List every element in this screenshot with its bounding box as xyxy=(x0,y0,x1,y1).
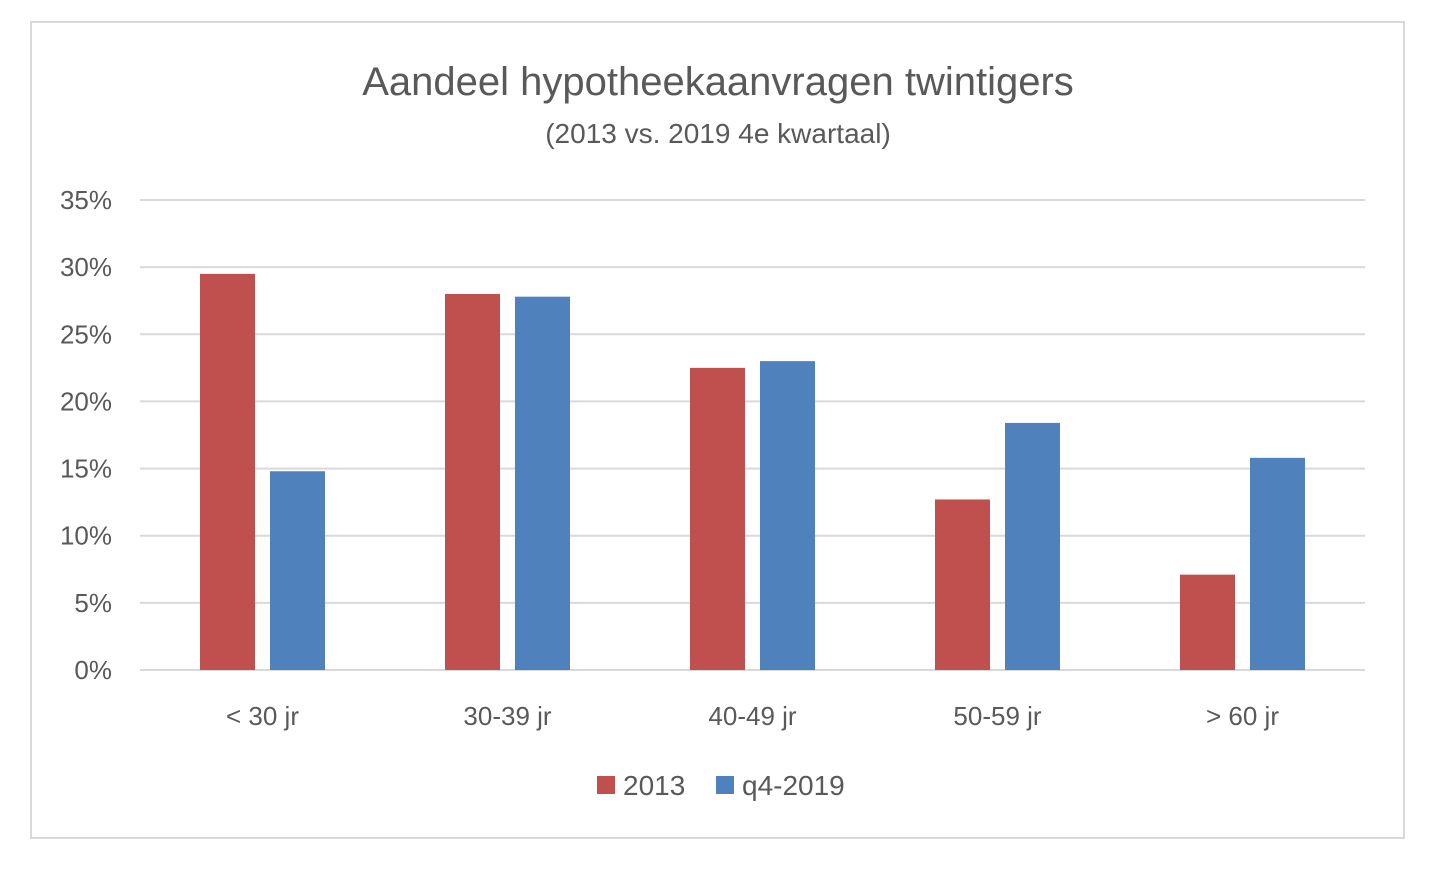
y-tick-label: 25% xyxy=(60,319,112,349)
bar-2013-1 xyxy=(445,294,500,670)
chart-title: Aandeel hypotheekaanvragen twintigers xyxy=(362,60,1074,104)
bar-2013-2 xyxy=(690,367,745,670)
bar-q4-2019-3 xyxy=(1005,422,1060,670)
bar-2013-0 xyxy=(200,273,255,670)
bar-q4-2019-1 xyxy=(515,296,570,670)
y-tick-label: 15% xyxy=(60,454,112,484)
bars xyxy=(200,273,1305,670)
legend-label: 2013 xyxy=(623,770,685,801)
legend-swatch xyxy=(597,776,615,794)
x-tick-label: < 30 jr xyxy=(226,701,299,731)
x-tick-label: > 60 jr xyxy=(1206,701,1279,731)
legend-label: q4-2019 xyxy=(742,770,845,801)
y-tick-label: 10% xyxy=(60,521,112,551)
chart-subtitle: (2013 vs. 2019 4e kwartaal) xyxy=(545,118,891,149)
x-axis-ticks: < 30 jr 30-39 jr 40-49 jr 50-59 jr > 60 jr xyxy=(226,701,1279,731)
y-tick-label: 20% xyxy=(60,386,112,416)
y-axis-ticks: 0% 5% 10% 15% 20% 25% 30% 35% xyxy=(60,185,112,685)
gridlines xyxy=(140,199,1365,671)
bar-q4-2019-4 xyxy=(1250,457,1305,670)
x-tick-label: 40-49 jr xyxy=(708,701,796,731)
legend-swatch xyxy=(716,776,734,794)
legend: 2013 q4-2019 xyxy=(597,770,845,801)
bar-2013-4 xyxy=(1180,574,1235,670)
y-tick-label: 0% xyxy=(74,655,112,685)
x-tick-label: 30-39 jr xyxy=(463,701,551,731)
y-tick-label: 35% xyxy=(60,185,112,215)
bar-q4-2019-2 xyxy=(760,361,815,670)
x-tick-label: 50-59 jr xyxy=(953,701,1041,731)
bar-q4-2019-0 xyxy=(270,471,325,670)
y-tick-label: 30% xyxy=(60,252,112,282)
bar-2013-3 xyxy=(935,499,990,670)
y-tick-label: 5% xyxy=(74,588,112,618)
